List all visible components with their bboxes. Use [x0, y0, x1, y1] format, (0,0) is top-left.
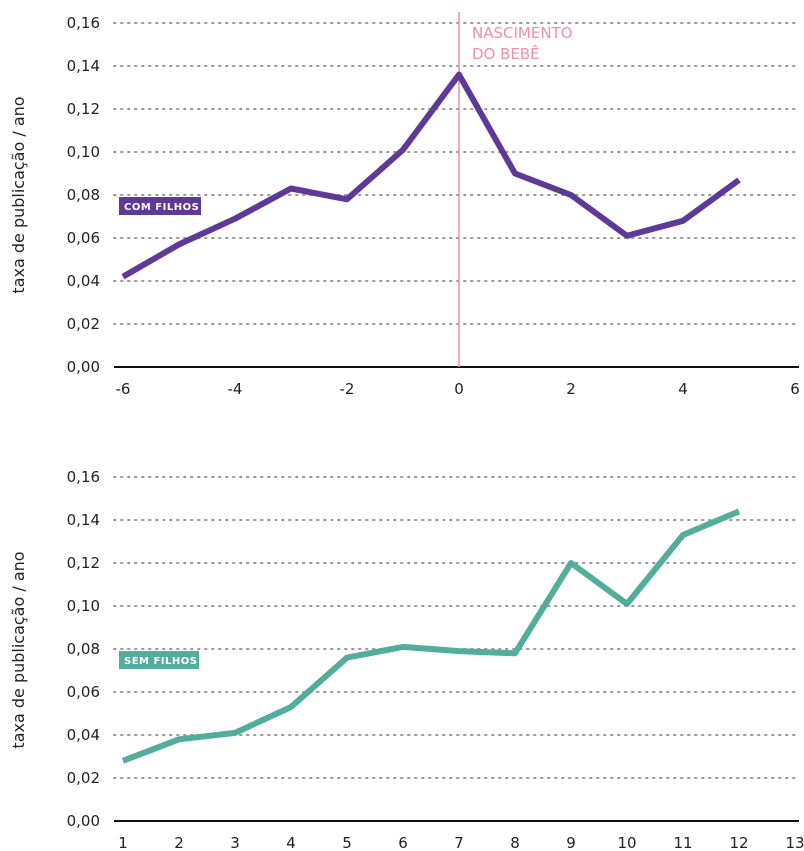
x-tick-label: 13: [785, 834, 804, 851]
x-tick-label: 12: [729, 834, 748, 851]
legend-tag: [119, 651, 199, 669]
x-tick-label: 4: [286, 834, 296, 851]
y-tick-label: 0,12: [67, 100, 100, 118]
x-tick-label: 5: [342, 834, 352, 851]
y-axis-label: taxa de publicação / ano: [9, 96, 28, 293]
y-tick-label: 0,06: [67, 229, 100, 247]
x-tick-label: 7: [454, 834, 464, 851]
x-tick-label: 8: [510, 834, 520, 851]
y-tick-label: 0,16: [67, 468, 100, 486]
x-tick-label: 2: [174, 834, 184, 851]
x-tick-label: 11: [673, 834, 692, 851]
y-tick-label: 0,00: [67, 812, 100, 830]
y-tick-label: 0,00: [67, 358, 100, 376]
x-tick-label: 3: [230, 834, 240, 851]
y-tick-label: 0,02: [67, 315, 100, 333]
y-tick-label: 0,10: [67, 143, 100, 161]
x-tick-label: -2: [340, 380, 355, 398]
y-tick-label: 0,06: [67, 683, 100, 701]
x-tick-label: 2: [566, 380, 576, 398]
y-tick-label: 0,12: [67, 554, 100, 572]
x-tick-label: 6: [790, 380, 800, 398]
series-line: [121, 508, 741, 764]
y-axis-label: taxa de publicação / ano: [9, 551, 28, 748]
x-tick-label: 6: [398, 834, 408, 851]
legend-label: SEM FILHOS: [124, 656, 197, 667]
legend-label: COM FILHOS: [124, 202, 199, 213]
x-tick-label: 9: [566, 834, 576, 851]
annotation-label: NASCIMENTO: [472, 24, 573, 42]
x-tick-label: 1: [118, 834, 128, 851]
series-line: [121, 71, 741, 280]
x-tick-label: 10: [617, 834, 636, 851]
y-tick-label: 0,14: [67, 511, 100, 529]
y-tick-label: 0,02: [67, 769, 100, 787]
annotation-label: DO BEBÊ: [472, 44, 540, 63]
x-tick-label: -6: [116, 380, 131, 398]
x-tick-label: 4: [678, 380, 688, 398]
x-tick-label: 0: [454, 380, 464, 398]
y-tick-label: 0,16: [67, 14, 100, 32]
y-tick-label: 0,14: [67, 57, 100, 75]
y-tick-label: 0,08: [67, 186, 100, 204]
y-tick-label: 0,04: [67, 726, 100, 744]
y-tick-label: 0,10: [67, 597, 100, 615]
x-tick-label: -4: [228, 380, 243, 398]
y-tick-label: 0,04: [67, 272, 100, 290]
y-tick-label: 0,08: [67, 640, 100, 658]
legend-tag: [119, 197, 201, 215]
